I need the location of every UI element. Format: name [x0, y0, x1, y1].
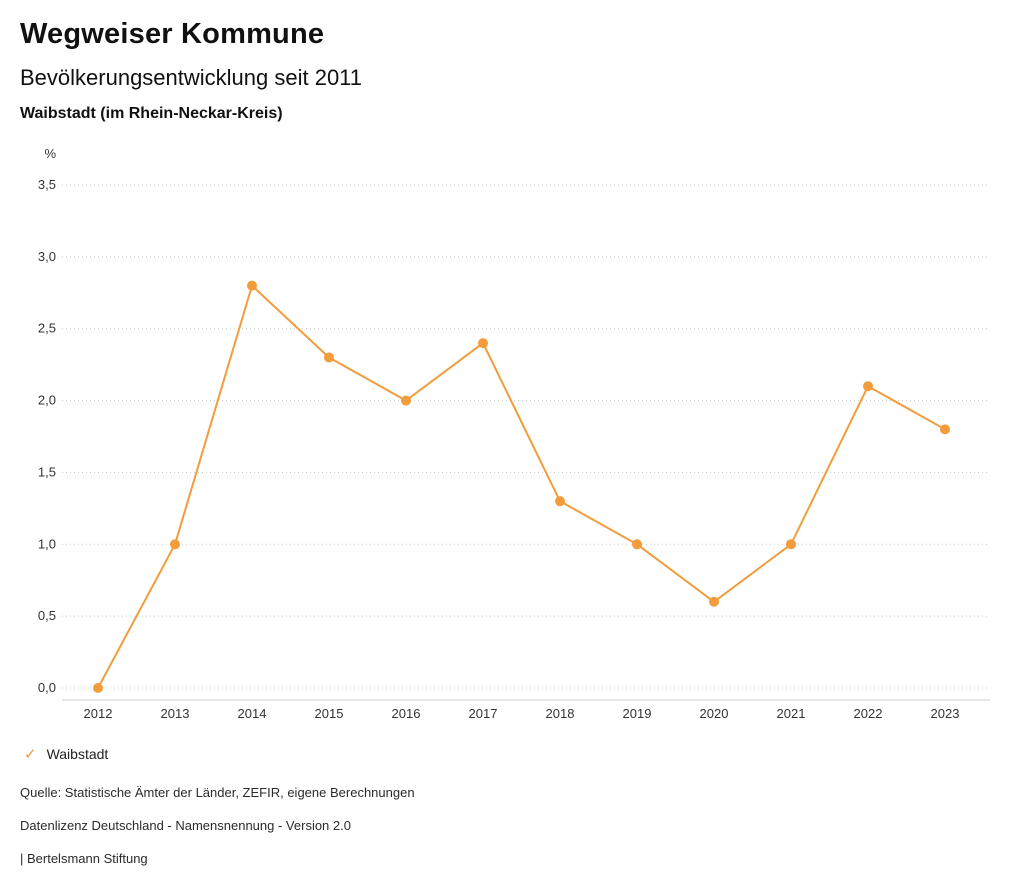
y-tick-label: 3,0 — [38, 249, 56, 264]
data-point[interactable] — [324, 352, 334, 363]
y-tick-label: 2,5 — [38, 321, 56, 336]
y-tick-label: 1,0 — [38, 536, 56, 551]
x-tick-label: 2020 — [700, 706, 729, 721]
legend-item-waibstadt[interactable]: ✓ Waibstadt — [24, 745, 108, 763]
x-tick-label: 2022 — [854, 706, 883, 721]
data-point[interactable] — [478, 338, 488, 349]
x-tick-label: 2015 — [315, 706, 344, 721]
y-tick-label: 1,5 — [38, 464, 56, 479]
x-tick-label: 2017 — [469, 706, 498, 721]
y-tick-label: 0,0 — [38, 680, 56, 695]
data-point[interactable] — [555, 496, 565, 507]
data-point[interactable] — [632, 539, 642, 550]
data-point[interactable] — [940, 424, 950, 435]
data-point[interactable] — [786, 539, 796, 550]
x-tick-label: 2021 — [777, 706, 806, 721]
x-tick-label: 2014 — [238, 706, 267, 721]
data-point[interactable] — [93, 683, 103, 693]
line-chart: % 0,0 0,5 1,0 1,5 2,0 2,5 3,0 3,5 2012 2013 2014 201… — [0, 140, 1024, 732]
legend-label: Waibstadt — [46, 746, 109, 762]
x-tick-label: 2013 — [161, 706, 190, 721]
chart-footer: Quelle: Statistische Ämter der Länder, Z… — [20, 785, 1000, 884]
data-point[interactable] — [401, 395, 411, 406]
y-tick-label: 2,0 — [38, 393, 56, 408]
x-tick-label: 2018 — [546, 706, 575, 721]
y-tick-label: 3,5 — [38, 177, 56, 192]
source-note: Quelle: Statistische Ämter der Länder, Z… — [20, 785, 415, 800]
data-point[interactable] — [170, 539, 180, 550]
x-tick-label: 2016 — [392, 706, 421, 721]
x-tick-label: 2019 — [623, 706, 652, 721]
y-axis-unit-label: % — [44, 146, 56, 161]
chart-header: Wegweiser Kommune Bevölkerungsentwicklun… — [20, 18, 362, 123]
attribution-note: | Bertelsmann Stiftung — [20, 851, 148, 866]
chart-subtitle: Bevölkerungsentwicklung seit 2011 — [20, 65, 363, 90]
x-tick-label: 2023 — [931, 706, 960, 721]
page-title: Wegweiser Kommune — [20, 18, 325, 50]
data-point[interactable] — [863, 381, 873, 392]
x-tick-label: 2012 — [84, 706, 113, 721]
data-point[interactable] — [247, 280, 257, 291]
legend-check-icon: ✓ — [24, 746, 37, 763]
data-point[interactable] — [709, 596, 719, 607]
data-line — [97, 284, 946, 689]
chart-location: Waibstadt (im Rhein-Neckar-Kreis) — [20, 105, 283, 122]
license-note: Datenlizenz Deutschland - Namensnennung … — [20, 818, 351, 833]
line-chart-svg: % 0,0 0,5 1,0 1,5 2,0 2,5 3,0 3,5 2012 2013 2014 201… — [38, 146, 990, 721]
y-tick-label: 0,5 — [38, 608, 56, 623]
